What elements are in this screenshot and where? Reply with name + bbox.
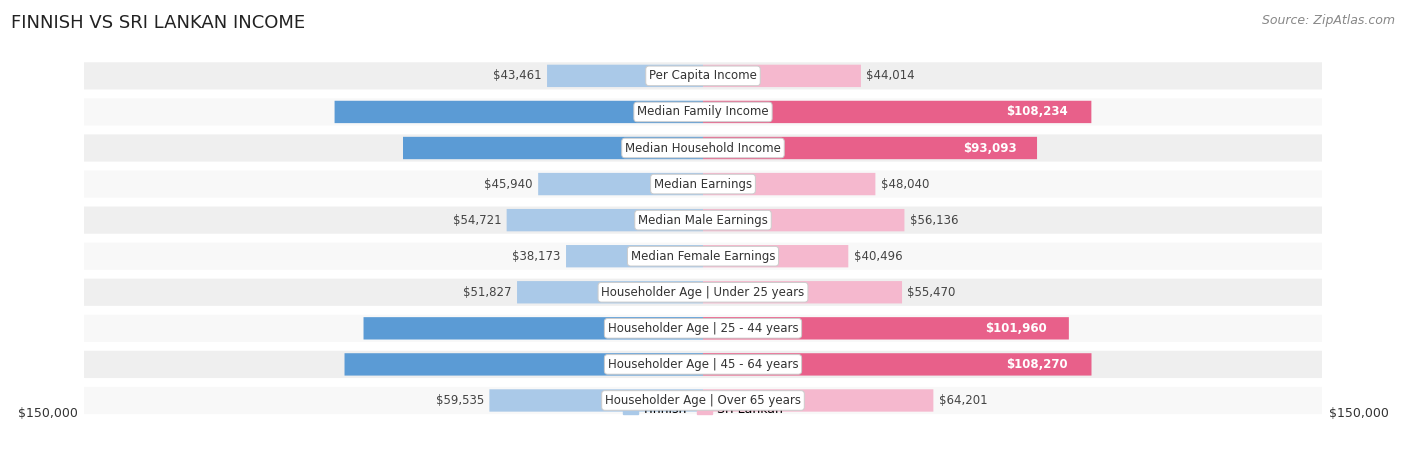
Text: $102,676: $102,676 [681, 106, 742, 119]
FancyBboxPatch shape [84, 134, 1322, 162]
FancyBboxPatch shape [703, 353, 1091, 375]
FancyBboxPatch shape [703, 173, 876, 195]
Text: $38,173: $38,173 [512, 250, 561, 263]
FancyBboxPatch shape [703, 65, 860, 87]
FancyBboxPatch shape [538, 173, 703, 195]
Text: Source: ZipAtlas.com: Source: ZipAtlas.com [1261, 14, 1395, 27]
Text: $83,607: $83,607 [685, 142, 738, 155]
Text: $150,000: $150,000 [17, 407, 77, 420]
FancyBboxPatch shape [517, 281, 703, 304]
Text: $101,960: $101,960 [986, 322, 1047, 335]
FancyBboxPatch shape [84, 242, 1322, 270]
FancyBboxPatch shape [703, 101, 1091, 123]
Text: $44,014: $44,014 [866, 70, 915, 82]
FancyBboxPatch shape [567, 245, 703, 268]
Text: Householder Age | Under 25 years: Householder Age | Under 25 years [602, 286, 804, 299]
Text: Median Male Earnings: Median Male Earnings [638, 213, 768, 226]
FancyBboxPatch shape [84, 99, 1322, 126]
Text: $64,201: $64,201 [939, 394, 987, 407]
FancyBboxPatch shape [703, 245, 848, 268]
FancyBboxPatch shape [703, 209, 904, 231]
Text: $51,827: $51,827 [463, 286, 512, 299]
Text: $40,496: $40,496 [853, 250, 903, 263]
FancyBboxPatch shape [84, 170, 1322, 198]
Text: $59,535: $59,535 [436, 394, 484, 407]
Text: Median Earnings: Median Earnings [654, 177, 752, 191]
FancyBboxPatch shape [703, 317, 1069, 340]
Text: $93,093: $93,093 [963, 142, 1017, 155]
Text: $56,136: $56,136 [910, 213, 959, 226]
Text: $94,610: $94,610 [683, 322, 737, 335]
FancyBboxPatch shape [364, 317, 703, 340]
FancyBboxPatch shape [404, 137, 703, 159]
FancyBboxPatch shape [84, 206, 1322, 234]
Text: Householder Age | 25 - 44 years: Householder Age | 25 - 44 years [607, 322, 799, 335]
Text: Median Female Earnings: Median Female Earnings [631, 250, 775, 263]
FancyBboxPatch shape [84, 279, 1322, 306]
Text: $108,234: $108,234 [1007, 106, 1069, 119]
Text: $150,000: $150,000 [1329, 407, 1389, 420]
FancyBboxPatch shape [547, 65, 703, 87]
Text: Median Household Income: Median Household Income [626, 142, 780, 155]
FancyBboxPatch shape [84, 351, 1322, 378]
FancyBboxPatch shape [703, 137, 1038, 159]
FancyBboxPatch shape [703, 389, 934, 411]
Text: Per Capita Income: Per Capita Income [650, 70, 756, 82]
Text: Householder Age | Over 65 years: Householder Age | Over 65 years [605, 394, 801, 407]
Text: $54,721: $54,721 [453, 213, 502, 226]
Text: $108,270: $108,270 [1007, 358, 1069, 371]
Text: $48,040: $48,040 [880, 177, 929, 191]
FancyBboxPatch shape [84, 387, 1322, 414]
Text: $99,904: $99,904 [682, 358, 735, 371]
FancyBboxPatch shape [84, 62, 1322, 90]
Text: $45,940: $45,940 [484, 177, 533, 191]
FancyBboxPatch shape [506, 209, 703, 231]
Text: $43,461: $43,461 [494, 70, 541, 82]
Text: FINNISH VS SRI LANKAN INCOME: FINNISH VS SRI LANKAN INCOME [11, 14, 305, 32]
FancyBboxPatch shape [344, 353, 703, 375]
FancyBboxPatch shape [335, 101, 703, 123]
FancyBboxPatch shape [84, 315, 1322, 342]
Text: Householder Age | 45 - 64 years: Householder Age | 45 - 64 years [607, 358, 799, 371]
Legend: Finnish, Sri Lankan: Finnish, Sri Lankan [623, 403, 783, 416]
FancyBboxPatch shape [703, 281, 903, 304]
Text: Median Family Income: Median Family Income [637, 106, 769, 119]
Text: $55,470: $55,470 [907, 286, 956, 299]
FancyBboxPatch shape [489, 389, 703, 411]
